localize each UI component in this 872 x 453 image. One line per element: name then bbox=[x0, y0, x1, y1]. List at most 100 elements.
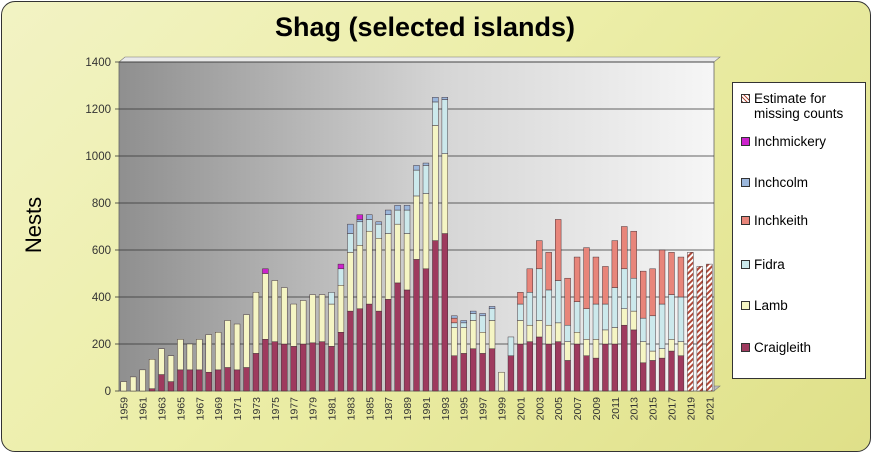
x-tick-label: 1995 bbox=[459, 397, 471, 421]
bar-segment-lamb bbox=[668, 339, 675, 352]
bar-segment-inchkeith bbox=[658, 249, 666, 305]
bar-segment-fidra bbox=[517, 303, 524, 321]
bar-segment-craigleith bbox=[536, 336, 543, 392]
bar-segment-craigleith bbox=[375, 310, 382, 392]
bar-segment-craigleith bbox=[564, 360, 571, 392]
bar-segment-fidra bbox=[488, 308, 496, 321]
bar-segment-lamb bbox=[451, 327, 458, 356]
bar-segment-inchkeith bbox=[573, 256, 581, 302]
bar-segment-fidra bbox=[592, 303, 600, 340]
bar-segment-inchkeith bbox=[526, 268, 533, 293]
bar-segment-inchkeith bbox=[640, 270, 647, 319]
bar-segment-lamb bbox=[422, 193, 430, 270]
bar-segment-fidra bbox=[545, 289, 552, 326]
bar-segment-craigleith bbox=[422, 268, 430, 392]
x-tick-label: 1983 bbox=[345, 397, 357, 421]
bar-segment-lamb bbox=[470, 320, 477, 349]
bar-segment-inchcolm bbox=[479, 313, 486, 317]
x-tick-label: 1991 bbox=[421, 397, 433, 421]
bar-segment-lamb bbox=[262, 273, 269, 340]
legend-label: Craigleith bbox=[754, 340, 812, 355]
bar-segment-craigleith bbox=[167, 381, 175, 392]
bar-segment-inchcolm bbox=[385, 209, 392, 215]
bar-segment-craigleith bbox=[271, 341, 278, 392]
bar-segment-craigleith bbox=[602, 343, 609, 392]
bar-segment-craigleith bbox=[432, 240, 439, 392]
bar-segment-inchmickery bbox=[356, 214, 363, 220]
x-tick-label: 1959 bbox=[119, 397, 131, 421]
bar-segment-lamb bbox=[517, 320, 524, 345]
bar-segment-craigleith bbox=[309, 342, 316, 392]
bar-segment-craigleith bbox=[479, 353, 486, 392]
bar-segment-lamb bbox=[630, 310, 637, 331]
bar-segment-lamb bbox=[120, 381, 127, 392]
bar-segment-lamb bbox=[592, 339, 600, 359]
bar-segment-craigleith bbox=[403, 289, 411, 392]
bar-segment-lamb bbox=[479, 332, 486, 354]
bar-segment-inchkeith bbox=[564, 277, 571, 326]
bar-segment-inchcolm bbox=[394, 205, 401, 211]
bar-segment-craigleith bbox=[507, 355, 515, 392]
legend-swatch bbox=[741, 260, 750, 269]
bar-segment-lamb bbox=[158, 348, 165, 375]
bar-segment-craigleith bbox=[658, 357, 666, 392]
x-tick-label: 2009 bbox=[591, 397, 603, 421]
bar-segment-fidra bbox=[347, 233, 354, 253]
bar-segment-craigleith bbox=[517, 343, 524, 392]
bar-segment-inchkeith bbox=[592, 256, 600, 305]
x-tick-label: 2017 bbox=[667, 397, 679, 421]
bar-segment-lamb bbox=[385, 233, 392, 300]
bar-segment-fidra bbox=[507, 336, 515, 356]
bar-segment-lamb bbox=[328, 303, 335, 347]
bar-segment-lamb bbox=[252, 292, 260, 354]
bar-segment-lamb bbox=[281, 287, 288, 345]
y-tick-label: 800 bbox=[92, 198, 111, 210]
bar-segment-lamb bbox=[498, 371, 505, 392]
bar-segment-fidra bbox=[668, 294, 675, 340]
bar-segment-craigleith bbox=[573, 343, 581, 392]
bar-segment-fidra bbox=[337, 268, 345, 286]
bar-segment-inchcolm bbox=[441, 97, 448, 100]
bar-segment-lamb bbox=[356, 245, 363, 309]
legend-label: Inchcolm bbox=[754, 175, 809, 190]
bar-segment-fidra bbox=[328, 292, 335, 305]
bar-segment-lamb bbox=[460, 327, 467, 354]
bar-segment-fidra bbox=[356, 221, 363, 246]
x-tick-label: 2019 bbox=[685, 397, 697, 421]
bar-segment-fidra bbox=[526, 292, 533, 326]
x-tick-label: 1989 bbox=[402, 397, 414, 421]
x-tick-label: 2003 bbox=[534, 397, 546, 421]
bar-segment-lamb bbox=[441, 153, 448, 234]
bar-segment-craigleith bbox=[196, 369, 203, 392]
bar-segment-lamb bbox=[243, 314, 250, 368]
bar-segment-craigleith bbox=[328, 346, 335, 392]
bar-segment-craigleith bbox=[470, 348, 477, 392]
bar-segment-lamb bbox=[583, 339, 590, 356]
bar-segment-fidra bbox=[640, 317, 647, 342]
bar-segment-fidra bbox=[385, 214, 392, 234]
bar-segment-lamb bbox=[555, 322, 562, 342]
bar-segment-fidra bbox=[470, 313, 477, 321]
bar-segment-inchcolm bbox=[347, 223, 354, 234]
x-tick-label: 1999 bbox=[497, 397, 509, 421]
bar-segment-craigleith bbox=[252, 353, 260, 392]
x-tick-label: 2011 bbox=[610, 397, 622, 420]
bar-segment-craigleith bbox=[460, 353, 467, 392]
legend-label: Inchmickery bbox=[754, 134, 827, 149]
x-tick-label: 1981 bbox=[327, 397, 339, 421]
bar-segment-lamb bbox=[318, 294, 326, 342]
x-tick-label: 2021 bbox=[704, 397, 716, 421]
x-tick-label: 1997 bbox=[478, 397, 490, 421]
bar-segment-lamb bbox=[271, 280, 278, 342]
bar-segment-lamb bbox=[309, 294, 316, 344]
bar-segment-inchcolm bbox=[470, 310, 477, 314]
bar-segment-inchkeith bbox=[668, 252, 675, 295]
bar-segment-craigleith bbox=[337, 332, 345, 392]
bar-segment-craigleith bbox=[394, 282, 401, 392]
bar-segment-lamb bbox=[432, 125, 439, 241]
chart-title: Shag (selected islands) bbox=[274, 12, 576, 42]
bar-segment-lamb bbox=[394, 223, 401, 284]
bar-segment-fidra bbox=[422, 165, 430, 194]
legend-swatch bbox=[741, 94, 750, 103]
